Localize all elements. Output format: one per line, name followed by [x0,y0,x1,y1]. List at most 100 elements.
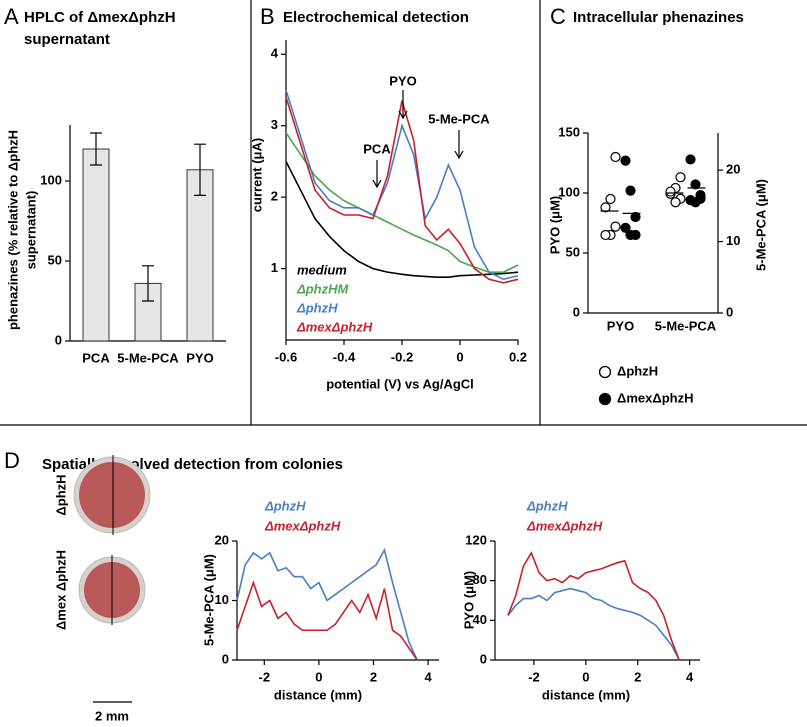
x-tick-label: 0 [315,669,322,684]
scale-bar-label: 2 mm [95,708,129,723]
y-axis-label: current (μA) [249,138,264,212]
x-tick-label: 2 [370,669,377,684]
y-tick-label: 120 [465,532,487,547]
series-line [236,580,418,661]
legend-entry: ΔphzH [617,363,658,378]
colony-label: ΔphzH [53,474,68,515]
legend-marker [598,392,612,406]
legend-entry: ΔphzH [526,498,568,513]
data-point [665,186,676,197]
legend-entry: ΔphzH [264,498,306,513]
y2-tick-label: 0 [726,304,733,319]
chart-title: Intracellular phenazines [573,9,744,26]
annotation: PYO [389,73,416,88]
annotation: 5-Me-PCA [428,111,490,126]
y-tick-label: 150 [558,124,580,139]
legend-entry: ΔphzH [296,300,338,315]
data-point [670,197,681,208]
x-tick-label: -0.4 [333,349,356,364]
x-tick-label: 2 [634,669,641,684]
y-tick-label: 10 [215,592,229,607]
x-axis-label: distance (mm) [274,687,362,702]
x-tick-label: -2 [259,669,271,684]
data-point [685,154,696,165]
legend-entry: ΔphzHM [296,281,349,296]
y-tick-label: 2 [271,189,278,204]
x-tick-label: 0.2 [509,349,527,364]
data-point [620,155,631,166]
legend-entry: ΔmexΔphzH [264,518,341,533]
x-tick-label: -2 [528,669,540,684]
panel-letter: A [4,4,19,29]
y-tick-label: 4 [271,46,279,61]
annotation-arrow [398,90,408,120]
data-point [610,151,621,163]
y-tick-label: 100 [40,172,62,187]
colony-label: Δmex ΔphzH [53,550,68,630]
y-tick-label: 80 [473,572,487,587]
data-point [690,179,701,190]
chart-title: Electrochemical detection [283,9,469,26]
annotation: PCA [363,141,391,156]
x-tick-label: 4 [686,669,694,684]
x-tick-label: -0.2 [391,349,413,364]
error-bar [90,132,102,166]
series-line [285,89,519,281]
x-axis-label: potential (V) vs Ag/AgCl [326,376,474,391]
y-tick-label: 0 [222,651,229,666]
series-line [285,96,519,284]
data-point [600,229,611,241]
y-axis-label: PYO (μM) [461,571,476,630]
x-tick-label: 0 [456,349,463,364]
y-tick-label: 3 [271,117,278,132]
data-point [610,221,621,232]
legend-entry: ΔmexΔphzH [617,390,693,405]
y-tick-label: 0 [480,651,487,666]
series-line [507,587,680,661]
error-bar [142,265,154,302]
data-point [695,190,706,201]
colony-body [79,462,145,528]
x-tick-label: PYO [186,350,213,365]
data-point [630,229,641,241]
series-line [507,551,680,661]
legend-marker [598,365,612,379]
chart-title: HPLC of ΔmexΔphzH [24,9,176,26]
data-point [625,185,636,196]
y-tick-label: 50 [566,244,580,259]
x-tick-label: 4 [424,669,432,684]
y-tick-label: 1 [271,260,278,275]
y-tick-label: 0 [573,304,580,319]
y-tick-label: 50 [48,252,62,267]
legend-entry: medium [297,262,347,277]
y-axis-label: phenazines (% relative to ΔphzH [5,130,20,330]
bar [186,169,214,342]
annotation-arrow [454,130,464,160]
legend-entry: ΔmexΔphzH [526,518,603,533]
y-axis-label: PYO (μM) [547,196,562,255]
y-axis-label: 5-Me-PCA (μM) [201,554,216,646]
data-point [675,172,686,183]
chart-title: supernatant [24,31,110,48]
colony [73,455,151,625]
annotation-arrow [372,160,382,189]
y2-axis-label: 5-Me-PCA (μM) [753,179,768,271]
x-tick-label: PCA [82,350,110,365]
panel-letter: B [260,4,275,29]
data-point [690,197,701,208]
y-tick-label: 0 [55,332,62,347]
y-axis-label: supernatant) [23,191,38,270]
data-point [630,211,641,223]
y-tick-label: 40 [473,612,487,627]
series-line [285,132,519,273]
panel-letter: D [4,448,20,473]
data-point [620,222,631,233]
y-tick-label: 20 [215,532,229,547]
x-tick-label: 5-Me-PCA [117,350,179,365]
bar [82,148,110,342]
x-tick-label: 5-Me-PCA [655,318,717,333]
series-line [285,161,519,278]
data-point [600,202,611,213]
x-tick-label: PYO [607,318,634,333]
